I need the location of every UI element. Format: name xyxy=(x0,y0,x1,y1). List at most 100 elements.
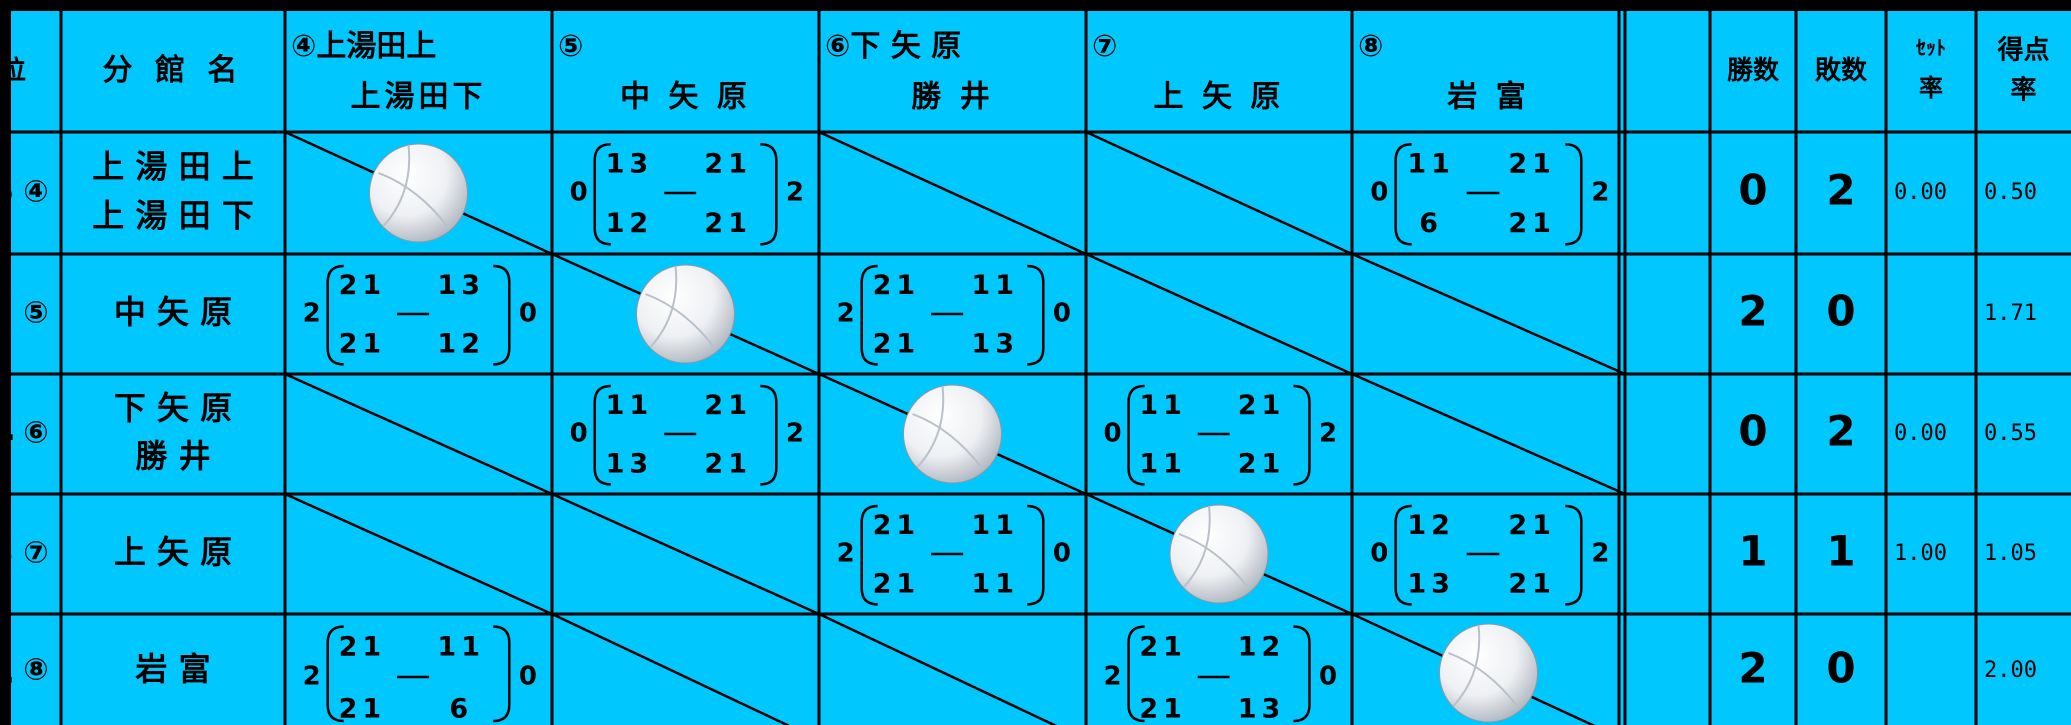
set-count: 0 xyxy=(1370,178,1388,208)
score: 12 xyxy=(1407,510,1455,541)
wins: 2 xyxy=(1738,644,1767,693)
score: 12 xyxy=(437,329,485,360)
set-count: 0 xyxy=(519,662,537,692)
wins: 1 xyxy=(1738,527,1767,576)
bracket xyxy=(860,504,878,606)
header-cell: 率 xyxy=(1919,74,1943,102)
score: 11 xyxy=(1407,148,1455,179)
score: 21 xyxy=(1508,569,1556,600)
border xyxy=(0,0,11,725)
diagonal xyxy=(1085,252,1353,376)
set-rate: 1.00 xyxy=(1894,541,1947,566)
score: 21 xyxy=(339,329,387,360)
ball xyxy=(1169,504,1269,604)
score: 6 xyxy=(1419,208,1443,239)
losses: 1 xyxy=(1826,527,1855,576)
header-team: ⑥下 矢 原 xyxy=(825,29,961,64)
point-rate: 0.55 xyxy=(1984,421,2037,446)
bracket xyxy=(326,264,344,366)
diagonal xyxy=(284,372,553,496)
header-cell: 分 館 名 xyxy=(103,53,244,88)
ball xyxy=(1439,623,1538,723)
header-team: ⑤ xyxy=(558,29,583,64)
header-cell: 勝数 xyxy=(1727,56,1780,86)
point-rate: 1.05 xyxy=(1984,541,2037,566)
ball-seam xyxy=(645,265,717,350)
bracket xyxy=(1565,504,1583,606)
header-team: ⑧ xyxy=(1358,29,1383,64)
score: 13 xyxy=(437,270,485,301)
row-name: 上 湯 田 上 xyxy=(92,148,253,186)
set-count: 0 xyxy=(570,178,588,208)
score: 13 xyxy=(971,329,1019,360)
bracket xyxy=(593,142,611,246)
header-team: ④上湯田上 xyxy=(291,29,436,64)
wins: 2 xyxy=(1738,287,1767,336)
ball-seam xyxy=(912,385,984,470)
row-name: 中 矢 原 xyxy=(114,293,232,331)
set-count: 2 xyxy=(1591,178,1609,208)
score: 13 xyxy=(606,449,654,480)
losses: 0 xyxy=(1826,644,1855,693)
header-cell: 率 xyxy=(2010,75,2036,106)
bracket xyxy=(1394,142,1412,246)
row-name: 上 湯 田 下 xyxy=(92,196,253,234)
score: 11 xyxy=(971,510,1019,541)
wins: 0 xyxy=(1738,166,1767,215)
bracket xyxy=(760,384,778,486)
bracket xyxy=(860,264,878,366)
losses: 0 xyxy=(1826,287,1855,336)
bracket xyxy=(593,384,611,486)
row-name: 上 矢 原 xyxy=(114,533,232,571)
score: 11 xyxy=(437,632,485,663)
row-number: ⑦ xyxy=(23,536,48,571)
bracket xyxy=(1394,504,1412,606)
score: 21 xyxy=(873,569,921,600)
point-rate: 1.71 xyxy=(1984,301,2037,326)
set-rate: 0.00 xyxy=(1894,421,1947,446)
score: 11 xyxy=(1139,390,1187,421)
losses: 2 xyxy=(1826,407,1855,456)
set-count: 0 xyxy=(1319,662,1337,692)
losses: 2 xyxy=(1826,166,1855,215)
score: 21 xyxy=(873,510,921,541)
diagonal xyxy=(818,612,1058,725)
score: 13 xyxy=(1238,693,1286,724)
score: 21 xyxy=(1238,390,1286,421)
score: 21 xyxy=(704,449,752,480)
diagonal xyxy=(1351,372,1626,496)
bracket xyxy=(493,264,511,366)
row-name: 岩 富 xyxy=(135,650,210,688)
set-count: 0 xyxy=(519,299,537,329)
score: 21 xyxy=(873,329,921,360)
row-number: ⑥ xyxy=(23,416,48,451)
set-count: 2 xyxy=(303,662,321,692)
score: 12 xyxy=(606,208,654,239)
bracket xyxy=(1293,384,1311,486)
diagonal xyxy=(284,492,553,616)
score: 21 xyxy=(704,208,752,239)
header-team: 上湯田下 xyxy=(351,80,487,115)
point-rate: 2.00 xyxy=(1984,658,2037,683)
bracket xyxy=(1293,625,1311,723)
row-name: 下 矢 原 xyxy=(114,389,232,427)
header-cell: 敗数 xyxy=(1815,55,1868,86)
diagonal xyxy=(1351,252,1626,376)
ball xyxy=(903,384,1002,484)
set-count: 2 xyxy=(786,178,804,208)
set-count: 2 xyxy=(303,299,321,329)
score: 21 xyxy=(1139,632,1187,663)
ball-seam xyxy=(1178,505,1250,590)
score: 13 xyxy=(1407,569,1455,600)
score: 21 xyxy=(339,270,387,301)
row-number: ⑤ xyxy=(23,296,48,331)
score: 6 xyxy=(449,693,473,724)
set-count: 2 xyxy=(1319,419,1337,449)
set-count: 0 xyxy=(1053,539,1071,569)
score: 11 xyxy=(1139,449,1187,480)
diagonal xyxy=(551,612,791,725)
header-team: ⑦ xyxy=(1092,29,1117,64)
set-count: 2 xyxy=(837,539,855,569)
bracket xyxy=(760,142,778,246)
header-team: 中 矢 原 xyxy=(620,80,751,115)
